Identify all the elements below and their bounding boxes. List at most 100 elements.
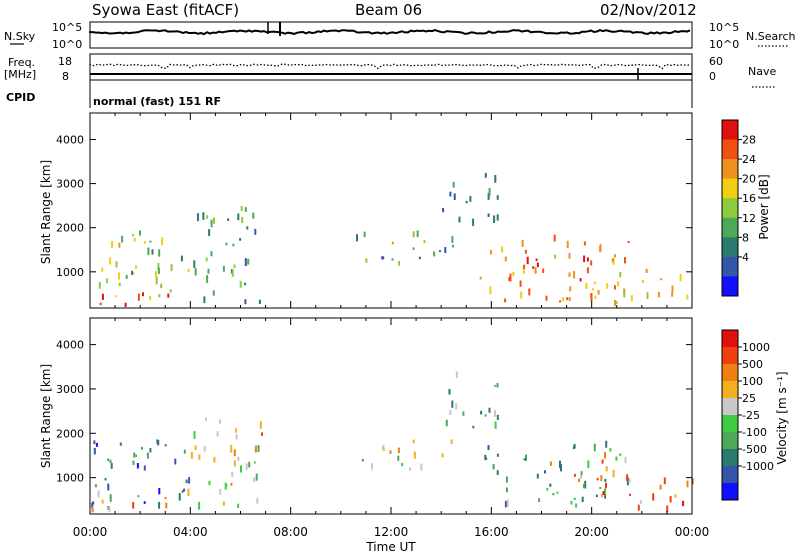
cell-p1-r6-30: [593, 443, 596, 452]
cell-p1-r6-8: [587, 460, 590, 469]
cell-p0-r2-12: [258, 299, 261, 304]
cell-p1-r2-12: [233, 460, 236, 467]
cell-p1-r6-13: [604, 493, 607, 499]
cell-p0-r0-6: [118, 272, 120, 280]
cell-p0-r9-8: [660, 278, 663, 281]
cell-p0-r4-11: [356, 234, 358, 242]
cell-p0-r9-2: [671, 292, 674, 297]
cell-p0-r4-13: [412, 247, 415, 250]
cell-p0-r6-6: [494, 175, 497, 183]
cell-p1-r2-9: [231, 471, 234, 477]
cell-p0-r8-3: [536, 262, 539, 268]
cell-p1-r0-4: [158, 501, 161, 509]
noise-left-tick-top: 10^5: [52, 21, 82, 34]
cell-p0-r8-0: [590, 260, 593, 266]
cell-p0-r0-11: [143, 241, 146, 244]
power-colorbar-label: Power [dB]: [757, 174, 771, 239]
cell-p1-r6-16: [484, 454, 487, 461]
cell-p0-r0-5: [101, 267, 104, 272]
cell-p1-r0-15: [158, 488, 161, 495]
cell-p1-r8-8: [628, 478, 631, 483]
cell-p1-r0-25: [109, 459, 112, 463]
cpid-text: normal (fast) 151 RF: [93, 95, 221, 108]
cell-p0-r2-20: [206, 215, 209, 219]
cell-p0-r1-2: [137, 293, 140, 301]
cell-p0-r6-14: [488, 187, 491, 196]
cell-p1-r6-20: [575, 503, 578, 508]
cell-p0-r2-17: [254, 228, 257, 235]
cell-p1-r2-30: [198, 454, 201, 460]
cell-p0-r4-6: [444, 247, 447, 253]
cell-p0-r2-24: [207, 268, 210, 274]
cell-p0-r9-4: [686, 294, 689, 300]
cell-p1-r0-30: [135, 454, 138, 457]
cell-p1-r2-14: [219, 419, 222, 424]
nsky-label: N.Sky: [4, 30, 36, 43]
cell-p1-r0-20: [185, 479, 188, 484]
cell-p1-r6-34: [624, 456, 627, 464]
cell-p0-r7-21: [606, 283, 609, 289]
cell-p1-r4-8: [382, 444, 385, 450]
cell-p1-r5-6: [496, 414, 499, 420]
cell-p1-r5-13: [494, 384, 497, 387]
cell-p1-r5-12: [448, 388, 451, 395]
cell-p1-r6-1: [505, 487, 508, 493]
cell-p1-r4-2: [412, 439, 415, 444]
cell-p1-r2-4: [233, 449, 236, 457]
cell-p1-r8-5: [674, 494, 677, 498]
ytick-label-1: 2000: [56, 222, 84, 235]
time-tick-label-0: 00:00: [73, 525, 108, 539]
cell-p1-r8-15: [652, 493, 655, 501]
cell-p0-r9-14: [641, 280, 644, 284]
cell-p0-r9-3: [657, 291, 660, 298]
cell-p0-r2-11: [193, 260, 196, 268]
cell-p1-r2-5: [219, 488, 222, 495]
cell-p0-r4-8: [398, 261, 400, 266]
velocity-ylabel: Slant Range [km]: [39, 364, 53, 468]
cell-p0-r9-7: [679, 274, 682, 282]
cell-p1-r3-2: [259, 421, 262, 429]
cell-p1-r6-25: [549, 483, 552, 487]
cell-p0-r3-0: [244, 207, 247, 212]
cell-p0-r7-27: [590, 293, 593, 302]
cell-p0-r6-5: [487, 213, 490, 217]
ytick-label-1: 2000: [56, 427, 84, 440]
cell-p1-r2-3: [253, 477, 256, 482]
colorbar-segment-6: [722, 432, 738, 450]
colorbar-tick-label-5: -100: [742, 426, 767, 439]
cell-p0-r4-7: [365, 258, 368, 263]
cell-p0-r1-0: [101, 293, 104, 300]
cell-p1-r8-11: [600, 493, 603, 498]
cell-p1-r8-0: [629, 493, 631, 496]
cell-p0-r7-43: [614, 254, 616, 258]
cell-p0-r7-28: [593, 281, 596, 285]
noise-right-tick-top: 10^5: [709, 21, 739, 34]
cell-p1-r0-24: [110, 462, 113, 469]
cell-p0-r0-7: [132, 271, 135, 275]
cell-p0-r9-12: [630, 295, 633, 302]
cell-p0-r4-10: [391, 258, 394, 261]
cell-p1-r4-13: [408, 467, 411, 471]
colorbar-tick-label-1: 24: [742, 153, 756, 166]
cell-p1-r1-0: [101, 499, 104, 504]
cell-p1-r4-1: [361, 458, 364, 462]
cell-p1-r5-4: [494, 409, 496, 417]
time-tick-label-5: 20:00: [574, 525, 609, 539]
cell-p0-r7-2: [504, 298, 507, 303]
cell-p0-r7-16: [566, 240, 569, 249]
cell-p1-r4-9: [441, 453, 444, 458]
colorbar-segment-7: [722, 256, 738, 277]
cell-p1-r1-5: [132, 502, 135, 509]
cell-p0-r0-9: [187, 268, 190, 273]
cell-p1-r6-24: [544, 470, 546, 474]
cell-p0-r2-2: [206, 275, 209, 283]
cell-p0-r2-25: [194, 268, 197, 276]
cell-p1-r0-12: [137, 495, 140, 498]
cell-p1-r2-25: [245, 463, 248, 471]
cell-p1-r0-13: [91, 502, 94, 509]
cell-p1-r6-15: [595, 494, 598, 497]
cell-p0-r7-6: [583, 241, 586, 246]
cell-p0-r6-0: [452, 181, 455, 188]
velocity-colorbar: 1000 500 100 25 -25 -100 -500 -1000: [721, 329, 774, 501]
cell-p0-r7-20: [562, 297, 565, 302]
